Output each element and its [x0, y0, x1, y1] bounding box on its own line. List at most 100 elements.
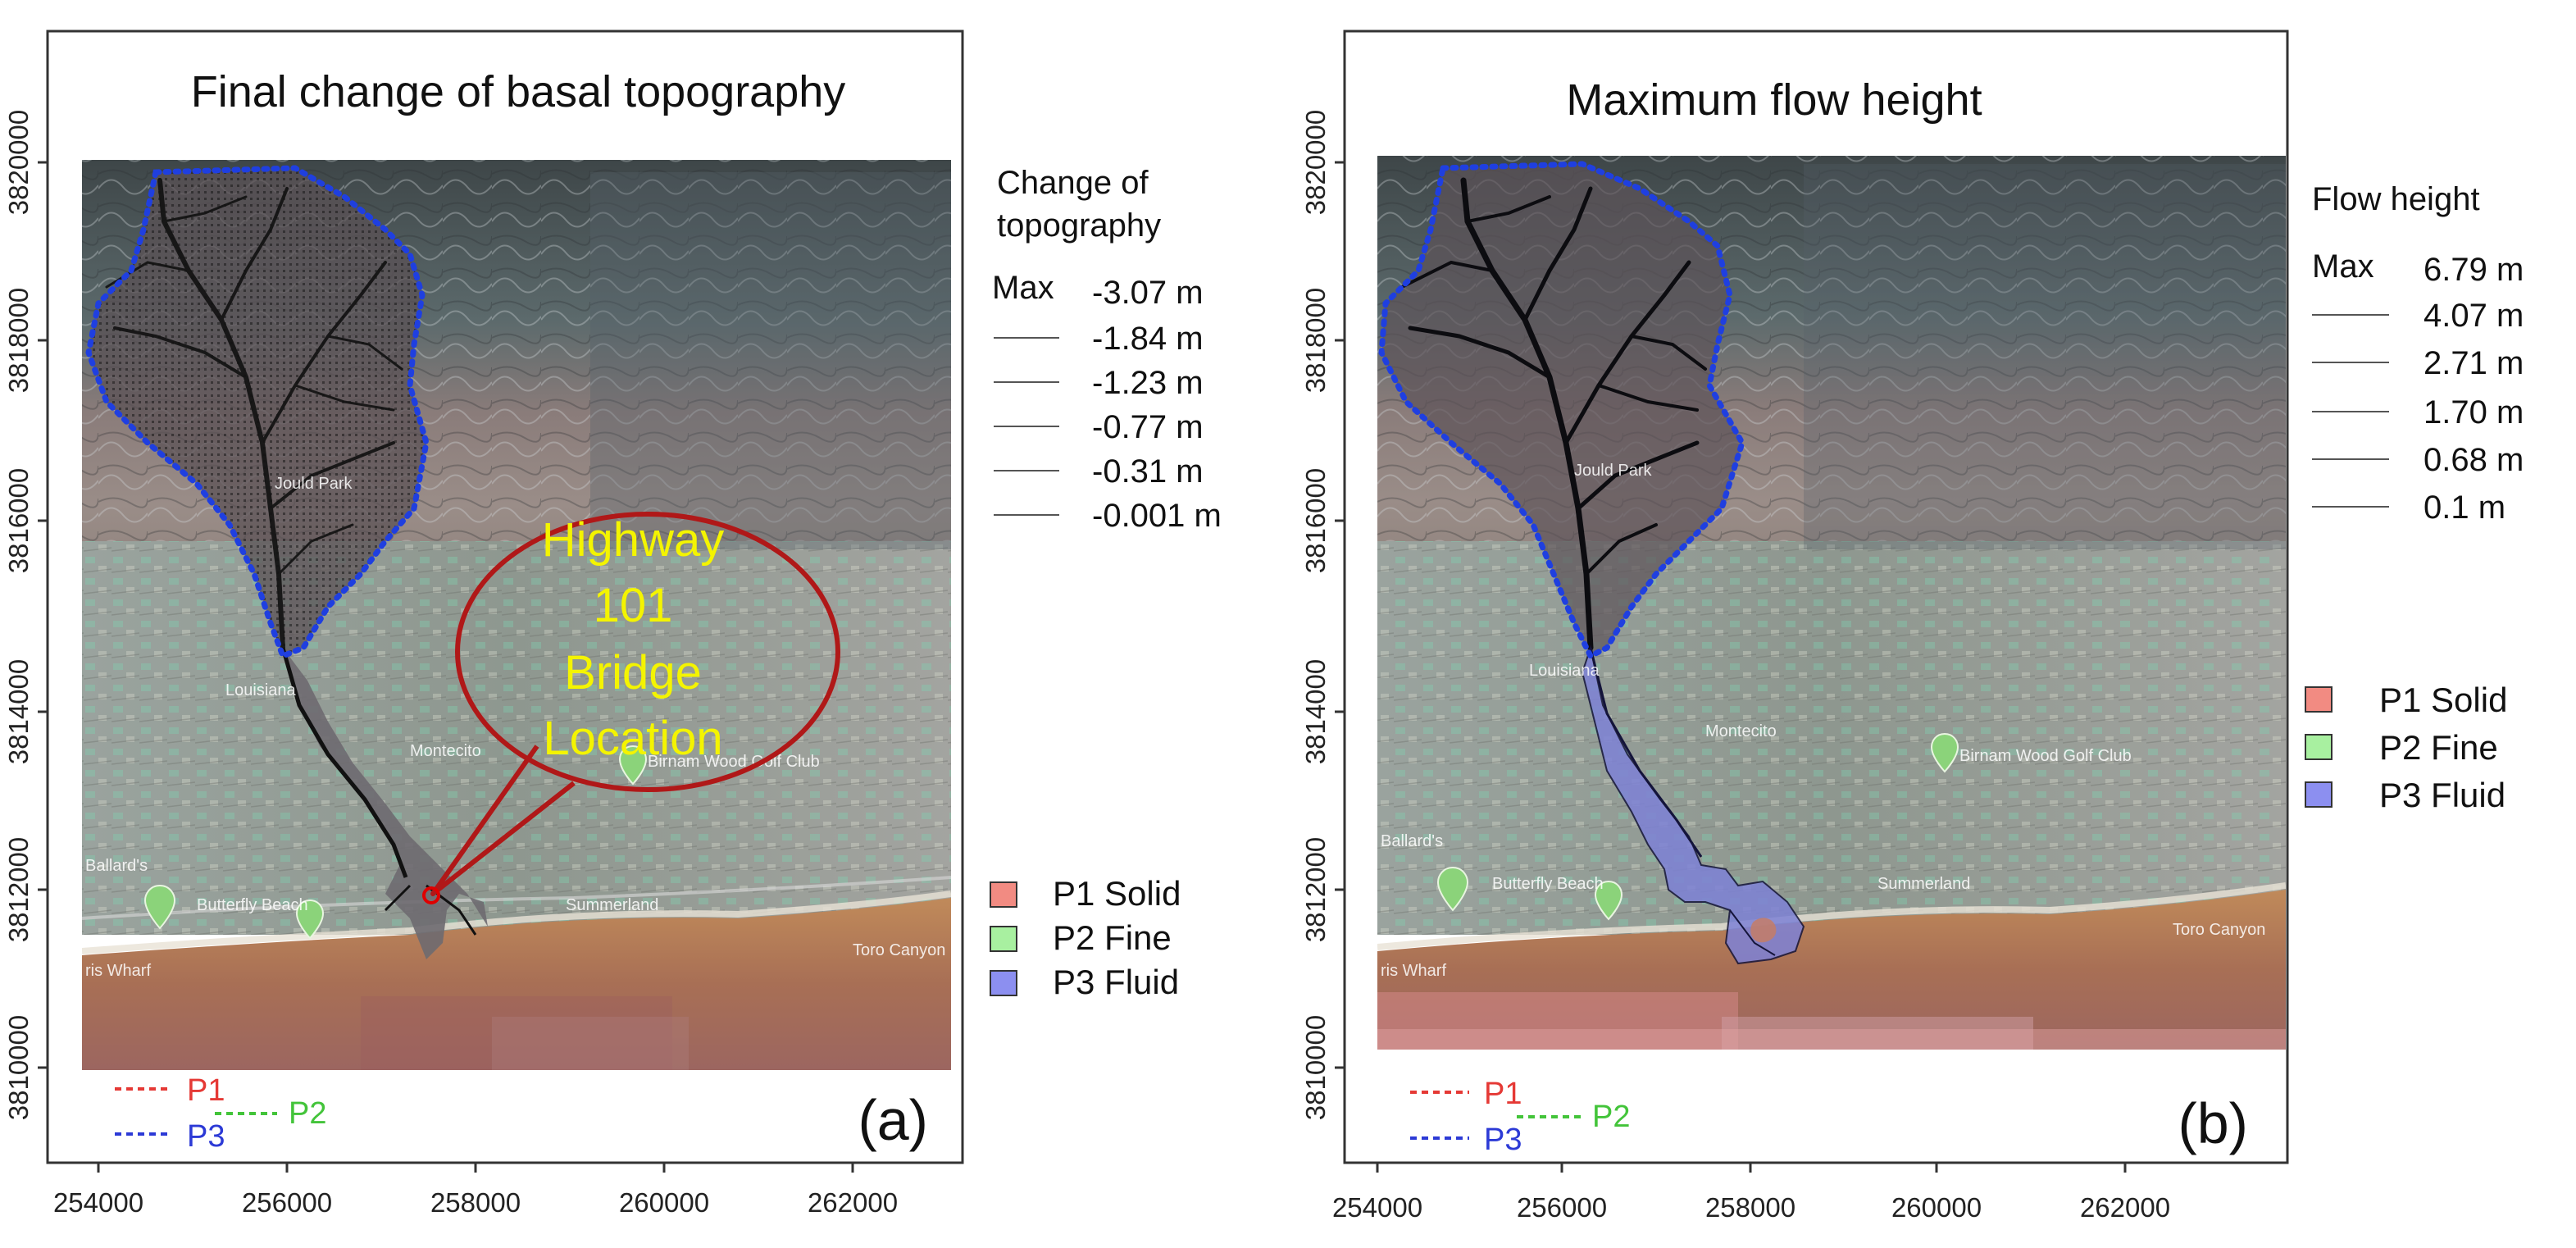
legend-b-value: 2.71 m [2424, 345, 2524, 381]
y-tick: 3814000 [3, 659, 34, 764]
legend-b-value: 0.1 m [2424, 490, 2505, 526]
panel-a: Final change of basal topography [3, 30, 964, 1218]
callout-line-3: Bridge [564, 646, 702, 699]
y-tick: 3814000 [1300, 659, 1331, 764]
panel-b-map: Louisiana Montecito Birnam Wood Golf Clu… [1377, 156, 2286, 1050]
y-tick: 3820000 [1300, 110, 1331, 215]
legend-a-value: -0.77 m [1092, 409, 1204, 445]
x-tick: 256000 [1517, 1192, 1607, 1223]
legend-b-max: Max [2312, 248, 2374, 285]
legend-a-phase: P3 Fluid [1053, 963, 1179, 1001]
y-tick: 3810000 [3, 1015, 34, 1120]
map-label-park: Jould Park [1574, 462, 1652, 480]
x-tick: 260000 [1891, 1192, 1982, 1223]
legend-b-phase: P1 Solid [2379, 681, 2507, 719]
place-marker-icon [1594, 880, 1623, 921]
map-label-montecito: Montecito [410, 742, 481, 760]
legend-swatch-fine [2305, 734, 2333, 760]
y-tick: 3812000 [1300, 837, 1331, 942]
map-label-summerland: Summerland [1877, 875, 1970, 893]
legend-a-phase: P2 Fine [1053, 918, 1172, 957]
panel-b-title: Maximum flow height [1566, 75, 1982, 125]
panel-a-title: Final change of basal topography [191, 67, 846, 116]
map-label-butterfly: Butterfly Beach [1492, 875, 1604, 893]
legend-a-value: -0.31 m [1092, 453, 1204, 490]
map-label-wharf: ris Wharf [85, 962, 151, 980]
legend-b-value: 1.70 m [2424, 394, 2524, 430]
place-marker-icon [295, 899, 325, 940]
panel-a-legend: Change of topography Max -3.07 m -1.84 m… [990, 165, 1222, 1001]
map-label-park: Jould Park [275, 475, 353, 493]
map-label-ballards: Ballard's [1381, 832, 1443, 850]
y-tick: 3820000 [3, 110, 34, 215]
y-tick: 3818000 [3, 288, 34, 393]
panel-a-x-axis: 254000 256000 258000 260000 262000 [53, 1163, 898, 1218]
y-tick: 3810000 [1300, 1015, 1331, 1120]
callout-line-4: Location [543, 712, 722, 765]
legend-a-value: -0.001 m [1092, 498, 1222, 534]
panel-b: Maximum flow height [1300, 30, 2289, 1223]
legend-b-phase: P3 Fluid [2379, 776, 2505, 814]
profile-legend-b: P1 P2 P3 [1410, 1077, 1630, 1157]
x-tick: 262000 [2080, 1192, 2170, 1223]
map-label-wharf: ris Wharf [1381, 962, 1446, 980]
y-tick: 3818000 [1300, 288, 1331, 393]
legend-a-value: -1.84 m [1092, 321, 1204, 357]
panel-a-y-axis: 3810000 3812000 3814000 3816000 3818000 … [3, 110, 48, 1120]
map-label-birnam: Birnam Wood Golf Club [648, 753, 820, 771]
x-tick: 262000 [808, 1187, 898, 1218]
x-tick: 256000 [242, 1187, 332, 1218]
panel-a-label: (a) [858, 1088, 928, 1152]
panel-b-label: (b) [2178, 1091, 2248, 1155]
map-label-butterfly: Butterfly Beach [197, 896, 308, 914]
x-tick: 254000 [1332, 1192, 1422, 1223]
bridge-callout: Highway 101 Bridge Location [422, 512, 840, 904]
x-tick: 254000 [53, 1187, 143, 1218]
profile-p3-label: P3 [1484, 1123, 1522, 1157]
legend-a-max: Max [992, 270, 1054, 306]
legend-swatch-fluid [990, 970, 1017, 996]
y-tick: 3816000 [3, 468, 34, 573]
map-label-montecito: Montecito [1705, 722, 1777, 740]
legend-swatch-solid [990, 881, 1017, 908]
profile-p1-label: P1 [187, 1073, 225, 1108]
map-label-toro: Toro Canyon [853, 941, 945, 959]
legend-b-value: 6.79 m [2424, 252, 2524, 288]
profile-legend-a: P1 P2 P3 [115, 1073, 326, 1154]
legend-swatch-fluid [2305, 781, 2333, 808]
panel-b-legend: Flow height Max 6.79 m 4.07 m 2.71 m 1.7… [2305, 181, 2524, 814]
x-tick: 260000 [619, 1187, 709, 1218]
map-label-ballards: Ballard's [85, 857, 148, 875]
place-marker-icon [618, 745, 648, 786]
panel-a-map: Louisiana Montecito Birnam Wood Golf Clu… [82, 160, 951, 1070]
legend-a-title-1: Change of [997, 165, 1149, 201]
map-label-birnam: Birnam Wood Golf Club [1959, 747, 2132, 765]
place-marker-icon [1930, 732, 1959, 773]
panel-b-y-axis: 3810000 3812000 3814000 3816000 3818000 … [1300, 110, 1345, 1120]
x-tick: 258000 [1705, 1192, 1795, 1223]
profile-p3-label: P3 [187, 1119, 225, 1154]
place-marker-icon [1436, 866, 1469, 912]
basin-outline-a [85, 165, 430, 660]
map-label-summerland: Summerland [566, 896, 658, 914]
place-marker-icon [143, 884, 176, 930]
callout-line-1: Highway [542, 513, 724, 567]
legend-a-title-2: topography [997, 207, 1161, 244]
legend-a-value: -1.23 m [1092, 365, 1204, 401]
profile-p1-label: P1 [1484, 1077, 1522, 1111]
legend-b-title: Flow height [2312, 181, 2480, 217]
map-label-louisiana: Louisiana [1529, 662, 1600, 680]
x-tick: 258000 [430, 1187, 521, 1218]
legend-b-phase: P2 Fine [2379, 728, 2498, 767]
bridge-location-marker [422, 886, 440, 904]
legend-a-phase: P1 Solid [1053, 874, 1181, 913]
legend-swatch-fine [990, 926, 1017, 952]
y-tick: 3816000 [1300, 468, 1331, 573]
y-tick: 3812000 [3, 837, 34, 942]
map-label-louisiana: Louisiana [225, 681, 297, 699]
basin-outline-b [1378, 161, 1745, 660]
legend-b-value: 0.68 m [2424, 442, 2524, 478]
legend-a-value: -3.07 m [1092, 275, 1204, 311]
legend-swatch-solid [2305, 686, 2333, 713]
